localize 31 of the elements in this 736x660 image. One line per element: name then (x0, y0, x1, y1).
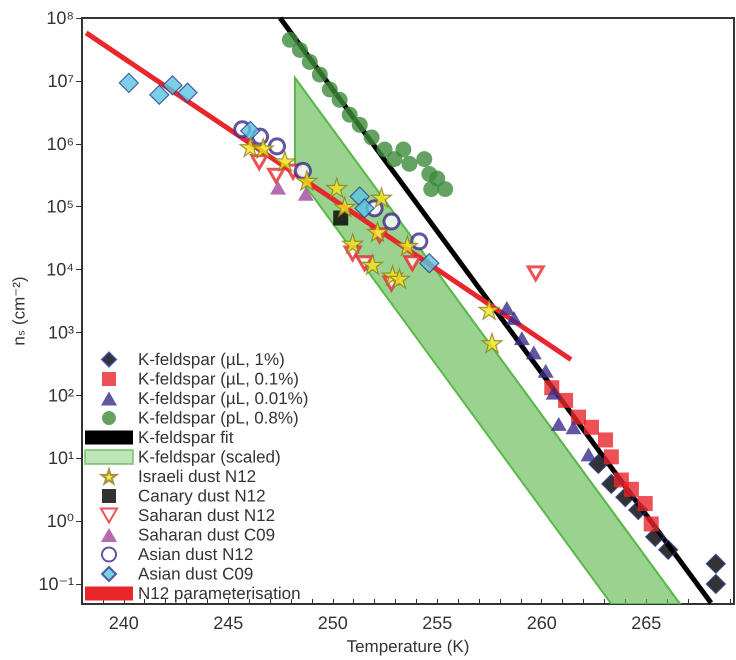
y-axis-title: nₛ (cm⁻²) (10, 276, 29, 346)
legend-label: Canary dust N12 (138, 486, 266, 506)
y-tick-label: 10⁶ (46, 134, 74, 154)
legend-label: K-feldspar (µL, 0.1%) (138, 370, 299, 388)
legend-label: K-feldspar (µL, 0.01%) (138, 389, 308, 408)
x-tick-label: 265 (631, 613, 662, 633)
y-tick-label: 10⁷ (47, 70, 74, 91)
y-tick-label: 10⁴ (46, 260, 74, 280)
legend-label: Saharan dust N12 (138, 506, 276, 525)
legend-label: K-feldspar (µL, 1%) (138, 350, 285, 369)
legend-label: K-feldspar (pL, 0.8%) (138, 408, 299, 428)
y-tick-label: 10⁰ (46, 511, 74, 532)
legend-label: K-feldspar fit (138, 428, 234, 447)
y-tick-label: 10⁻¹ (38, 574, 74, 594)
legend-label: N12 parameterisation (138, 584, 301, 603)
x-tick-label: 255 (422, 613, 452, 633)
x-tick-label: 240 (108, 613, 139, 633)
legend-label: Israeli dust N12 (138, 467, 256, 486)
legend-label: Asian dust C09 (138, 564, 254, 584)
legend-label: K-feldspar (scaled) (138, 448, 281, 466)
x-axis-title: Temperature (K) (346, 637, 470, 656)
legend-label: Asian dust N12 (138, 545, 254, 564)
y-tick-label: 10¹ (48, 448, 74, 468)
y-tick-label: 10³ (48, 322, 74, 342)
x-tick-label: 250 (318, 613, 348, 633)
y-tick-label: 10⁸ (46, 8, 74, 28)
x-tick-label: 260 (526, 613, 557, 633)
y-tick-label: 10² (48, 385, 74, 406)
x-tick-label: 245 (213, 613, 244, 633)
y-tick-label: 10⁵ (46, 196, 74, 217)
legend-label: Saharan dust C09 (138, 526, 276, 544)
